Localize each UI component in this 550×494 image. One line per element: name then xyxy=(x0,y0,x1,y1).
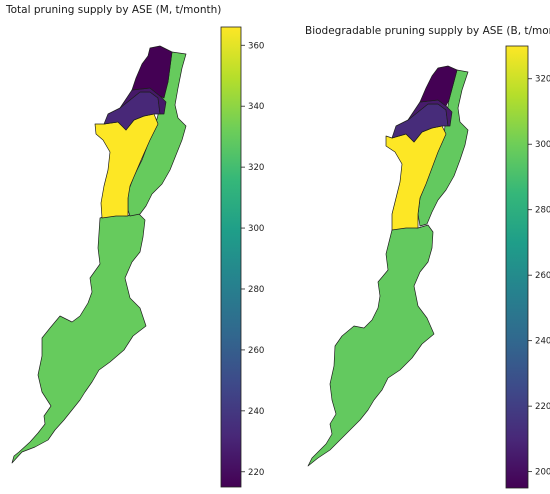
colorbar-tick-label: 240 xyxy=(535,337,550,347)
colorbar-tick-label: 300 xyxy=(535,140,550,150)
colorbar-tick-label: 320 xyxy=(535,75,550,85)
region-north-tip[interactable] xyxy=(419,65,458,107)
colorbar-tick-label: 200 xyxy=(535,468,550,478)
colorbar-tick-label: 260 xyxy=(535,271,550,281)
colorbar-tick-label: 320 xyxy=(248,163,264,173)
colorbar-gradient xyxy=(220,26,242,488)
colorbar-tick-label: 340 xyxy=(248,102,264,112)
colorbar-tick-label: 220 xyxy=(535,402,550,412)
map-title-biodegradable: Biodegradable pruning supply by ASE (B, … xyxy=(305,25,550,37)
map-title-total: Total pruning supply by ASE (M, t/month) xyxy=(6,4,222,16)
region-southern-rural[interactable] xyxy=(11,212,147,464)
colorbar-tick-label: 300 xyxy=(248,224,264,234)
colorbar-tick-label: 260 xyxy=(248,346,264,356)
colorbar-tick-label: 360 xyxy=(248,41,264,51)
choropleth-map-biodegradable xyxy=(307,65,469,467)
region-north-tip[interactable] xyxy=(131,45,173,99)
choropleth-map-total xyxy=(11,45,187,464)
colorbar-biodegradable: 200 220 240 260 280 300 320 xyxy=(505,45,550,489)
colorbar-tick-label: 240 xyxy=(248,407,264,417)
colorbar-tick-label: 220 xyxy=(248,468,264,478)
colorbar-total: 220 240 260 280 300 320 340 360 xyxy=(220,26,264,488)
colorbar-tick-label: 280 xyxy=(535,206,550,216)
region-southern-rural[interactable] xyxy=(307,224,435,467)
colorbar-tick-label: 280 xyxy=(248,285,264,295)
colorbar-gradient xyxy=(505,45,529,489)
